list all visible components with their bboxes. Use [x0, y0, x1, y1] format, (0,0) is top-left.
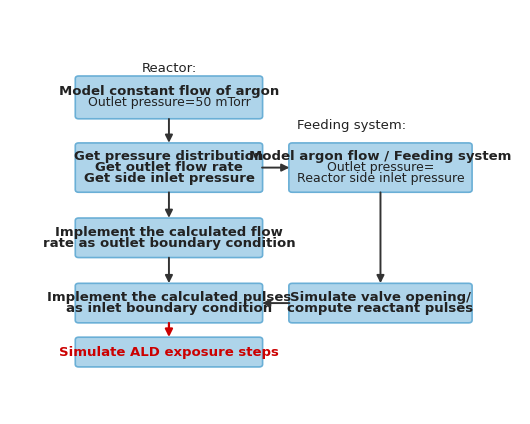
Text: compute reactant pulses: compute reactant pulses — [287, 302, 473, 315]
Text: as inlet boundary condition: as inlet boundary condition — [66, 302, 272, 315]
Text: Feeding system:: Feeding system: — [297, 120, 407, 132]
FancyBboxPatch shape — [75, 218, 262, 257]
Text: Model constant flow of argon: Model constant flow of argon — [59, 85, 279, 98]
Text: rate as outlet boundary condition: rate as outlet boundary condition — [42, 237, 295, 250]
FancyBboxPatch shape — [289, 283, 472, 323]
FancyBboxPatch shape — [75, 283, 262, 323]
Text: Outlet pressure=: Outlet pressure= — [327, 161, 434, 174]
Text: Get pressure distribution: Get pressure distribution — [74, 150, 263, 163]
Text: Get outlet flow rate: Get outlet flow rate — [95, 161, 243, 174]
FancyBboxPatch shape — [289, 143, 472, 192]
Text: Implement the calculated pulses: Implement the calculated pulses — [47, 291, 291, 304]
Text: Get side inlet pressure: Get side inlet pressure — [84, 172, 254, 185]
FancyBboxPatch shape — [75, 337, 262, 367]
Text: Reactor side inlet pressure: Reactor side inlet pressure — [297, 172, 464, 185]
Text: Simulate ALD exposure steps: Simulate ALD exposure steps — [59, 346, 279, 359]
Text: Outlet pressure=50 mTorr: Outlet pressure=50 mTorr — [87, 96, 250, 109]
Text: Reactor:: Reactor: — [142, 62, 197, 75]
FancyBboxPatch shape — [75, 76, 262, 119]
Text: Simulate valve opening/: Simulate valve opening/ — [290, 291, 471, 304]
FancyBboxPatch shape — [75, 143, 262, 192]
Text: Model argon flow / Feeding system: Model argon flow / Feeding system — [249, 150, 511, 163]
Text: Implement the calculated flow: Implement the calculated flow — [55, 226, 283, 239]
